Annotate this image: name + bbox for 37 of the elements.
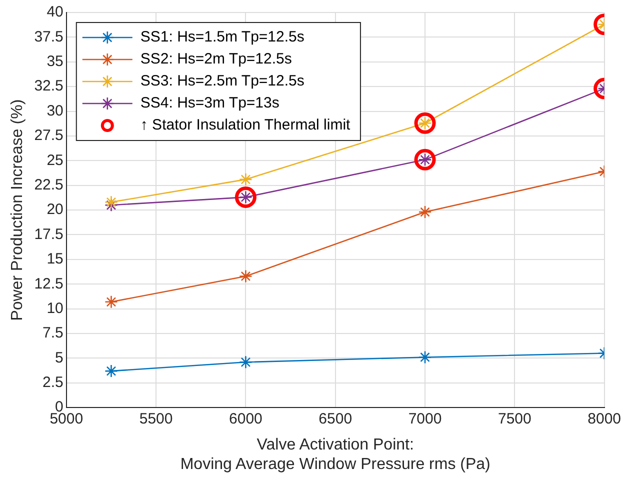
y-tick-label: 32.5 — [34, 78, 64, 95]
legend-label: SS4: Hs=3m Tp=13s — [140, 94, 280, 112]
y-tick-label: 12.5 — [34, 275, 64, 292]
y-tick-label: 37.5 — [34, 28, 64, 46]
point — [104, 196, 118, 209]
x-tick-label: 7500 — [498, 410, 532, 428]
legend-label: SS1: Hs=1.5m Tp=12.5s — [140, 28, 304, 46]
x-axis-title: Valve Activation Point: Moving Average Window Pressure rms (Pa) — [180, 436, 490, 473]
y-tick-label: 27.5 — [34, 127, 64, 144]
y-tick-label: 2.5 — [42, 374, 64, 392]
y-axis-title: Power Production Increase (%) — [9, 99, 26, 321]
point — [104, 364, 118, 378]
y-tick-label: 40 — [46, 4, 64, 21]
point — [104, 295, 118, 309]
y-tick-label: 7.5 — [42, 324, 64, 342]
point — [104, 198, 118, 212]
y-tick-label: 30 — [46, 102, 64, 120]
x-tick-label: 7000 — [408, 410, 442, 428]
y-tick-label: 25 — [46, 152, 64, 169]
legend-label: ↑ Stator Insulation Thermal limit — [140, 116, 352, 134]
x-tick-label: 8000 — [588, 410, 622, 428]
legend-label: SS3: Hs=2.5m Tp=12.5s — [140, 72, 304, 90]
point — [239, 270, 252, 283]
point — [234, 186, 256, 208]
y-tick-label: 20 — [46, 201, 64, 218]
x-tick-label: 6000 — [229, 410, 262, 428]
point — [239, 172, 252, 186]
y-tick-label: 17.5 — [34, 226, 64, 243]
y-tick-label: 10 — [46, 300, 64, 317]
x-tick-label: 5500 — [139, 410, 173, 428]
y-tick-label: 22.5 — [34, 176, 64, 194]
y-tick-label: 5 — [55, 349, 64, 366]
point — [239, 356, 252, 369]
x-tick-label: 6500 — [318, 410, 352, 428]
legend-label: SS2: Hs=2m Tp=12.5s — [140, 50, 292, 68]
y-tick-label: 35 — [46, 53, 64, 70]
y-tick-label: 15 — [46, 250, 64, 268]
